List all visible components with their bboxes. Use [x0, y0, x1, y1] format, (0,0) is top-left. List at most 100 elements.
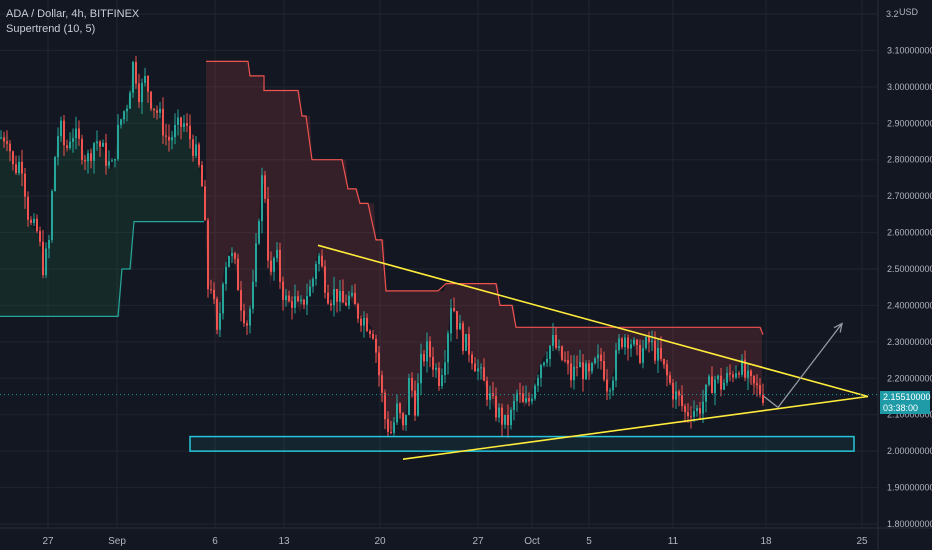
candle-body	[672, 382, 674, 400]
candle-body	[702, 401, 704, 414]
candle-body	[285, 295, 287, 300]
candle-body	[591, 363, 593, 372]
candle-body	[375, 338, 377, 353]
last-price-value: 2.155	[883, 391, 906, 402]
candle-body	[75, 128, 77, 139]
candle-body	[252, 281, 254, 309]
candle-body	[42, 241, 44, 276]
candle-body	[0, 137, 2, 139]
candle-body	[192, 139, 194, 156]
candle-body	[243, 310, 245, 324]
candle-body	[657, 347, 659, 361]
candle-body	[36, 218, 38, 232]
candle-body	[726, 373, 728, 383]
candle-body	[189, 125, 191, 140]
candle-body	[273, 258, 275, 272]
candle-body	[633, 339, 635, 345]
candle-body	[567, 360, 569, 364]
candle-body	[504, 414, 506, 425]
candle-body	[651, 340, 653, 343]
ascending-trendline	[402, 395, 869, 460]
candle-body	[234, 253, 236, 259]
candle-body	[105, 142, 107, 166]
candle-body	[477, 368, 479, 372]
candle-body	[459, 323, 461, 330]
candle-body	[261, 175, 263, 222]
candle-body	[48, 240, 50, 249]
candle-body	[114, 159, 116, 161]
candle-body	[660, 347, 662, 359]
candle-body	[291, 301, 293, 308]
candle-body	[246, 323, 248, 326]
candle-body	[708, 376, 710, 385]
y-tick-label: 2.300000000	[887, 337, 932, 347]
candle-body	[480, 367, 482, 369]
candle-body	[141, 82, 143, 103]
symbol-title[interactable]: ADA / Dollar, 4h, BITFINEX	[6, 8, 140, 20]
candle-body	[282, 281, 284, 300]
candle-body	[648, 336, 650, 343]
candle-body	[3, 137, 5, 142]
candle-body	[627, 337, 629, 349]
candle-body	[120, 119, 122, 125]
candle-body	[663, 358, 665, 365]
candle-body	[483, 367, 485, 381]
candle-body	[78, 128, 80, 139]
candle-body	[732, 374, 734, 378]
candle-body	[390, 431, 392, 433]
candle-body	[489, 393, 491, 400]
supertrend-down-line	[206, 60, 764, 335]
candle-body	[666, 364, 668, 376]
candle-body	[690, 416, 692, 418]
candle-body	[381, 375, 383, 393]
candle-body	[378, 352, 380, 376]
candle-body	[39, 231, 41, 242]
candle-body	[219, 313, 221, 330]
candle-body	[717, 375, 719, 380]
candle-body	[306, 296, 308, 305]
candle-body	[621, 338, 623, 348]
candle-body	[408, 377, 410, 415]
drawings	[0, 244, 878, 460]
candle-body	[309, 286, 311, 297]
candle-body	[618, 338, 620, 351]
candle-body	[339, 290, 341, 302]
x-tick-label: 5	[586, 536, 592, 547]
candle-body	[276, 249, 278, 259]
price-axis[interactable]: 3.2 3.100000000 3.000000000 2.900000000 2.80…	[877, 0, 932, 550]
candle-body	[372, 333, 374, 339]
candle-body	[723, 382, 725, 390]
y-tick-label: 3.2	[886, 9, 899, 19]
candle-body	[396, 403, 398, 423]
candle-body	[294, 296, 296, 308]
candle-body	[447, 333, 449, 363]
candle-body	[159, 108, 161, 113]
candle-body	[147, 76, 149, 92]
candle-body	[348, 295, 350, 306]
candle-body	[654, 340, 656, 361]
candle-body	[453, 308, 455, 312]
indicator-label[interactable]: Supertrend (10, 5)	[6, 23, 96, 35]
candle-body	[411, 377, 413, 391]
candle-body	[18, 161, 20, 174]
candle-body	[573, 366, 575, 381]
candle-body	[30, 219, 32, 223]
descending-trendline	[317, 244, 869, 398]
candle-body	[384, 392, 386, 420]
candle-body	[579, 362, 581, 368]
candle-body	[210, 289, 212, 291]
candle-body	[594, 358, 596, 364]
candle-body	[615, 350, 617, 381]
candle-body	[441, 375, 443, 386]
candle-body	[300, 299, 302, 302]
candle-body	[264, 175, 266, 199]
candle-body	[255, 243, 257, 282]
candle-body	[450, 308, 452, 334]
candle-body	[600, 354, 602, 362]
time-axis[interactable]: 27 Sep 6 13 20 27 Oct 5 11 18 25	[0, 527, 932, 547]
candle-body	[204, 186, 206, 221]
candle-body	[432, 357, 434, 370]
candle-body	[315, 264, 317, 279]
candle-body	[414, 390, 416, 416]
